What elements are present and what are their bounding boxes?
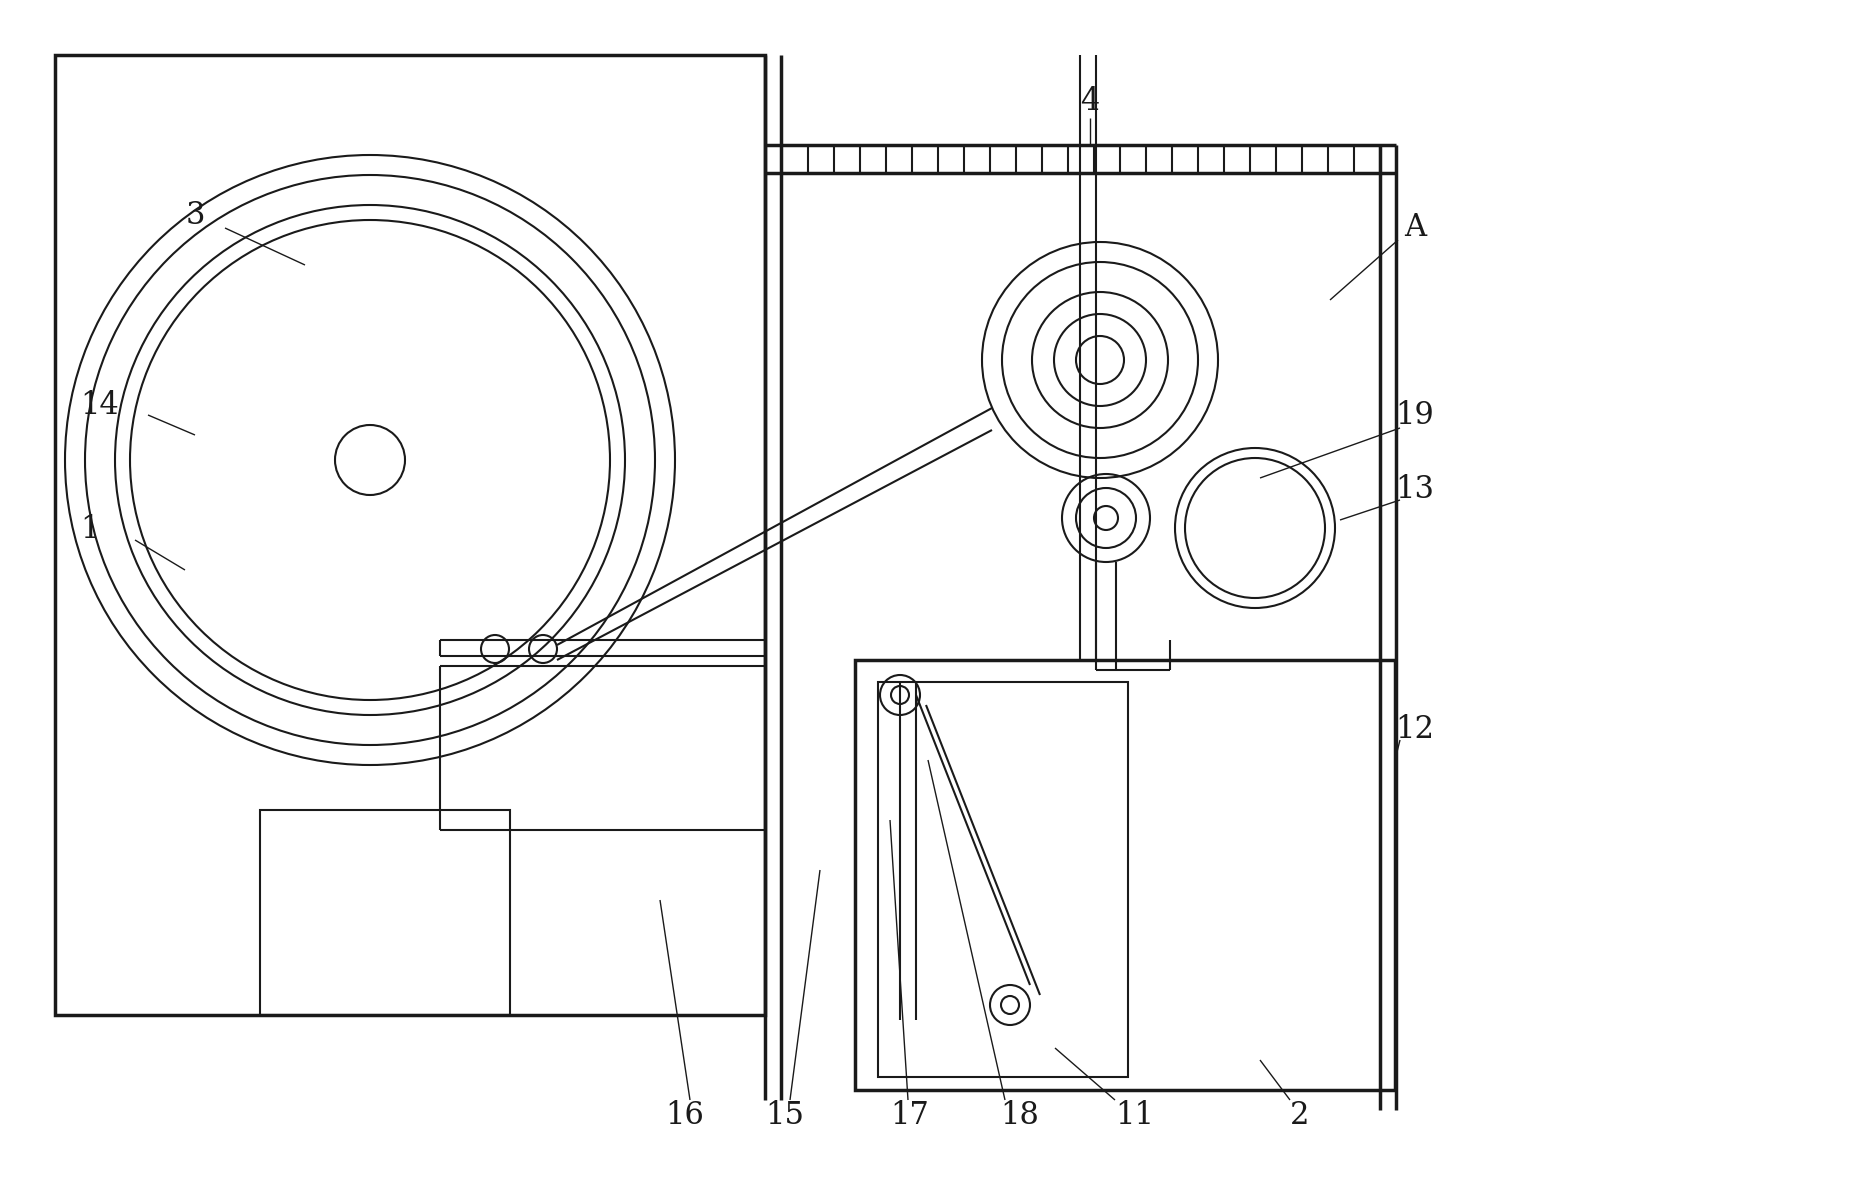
Text: 4: 4	[1079, 86, 1099, 117]
Text: 15: 15	[765, 1100, 804, 1130]
Text: 3: 3	[186, 200, 204, 231]
Text: 11: 11	[1114, 1100, 1153, 1130]
Bar	[854, 660, 1395, 1090]
Text: 2: 2	[1289, 1100, 1309, 1130]
Bar	[260, 810, 509, 1015]
Text: 1: 1	[80, 515, 100, 546]
Text: 14: 14	[80, 389, 119, 420]
Text: 18: 18	[1001, 1100, 1038, 1130]
Bar	[878, 682, 1127, 1077]
Text: A: A	[1404, 213, 1426, 243]
Text: 19: 19	[1395, 400, 1434, 431]
Bar	[56, 55, 765, 1015]
Text: 12: 12	[1395, 715, 1434, 746]
Text: 17: 17	[890, 1100, 928, 1130]
Text: 13: 13	[1395, 474, 1434, 505]
Text: 16: 16	[665, 1100, 704, 1130]
